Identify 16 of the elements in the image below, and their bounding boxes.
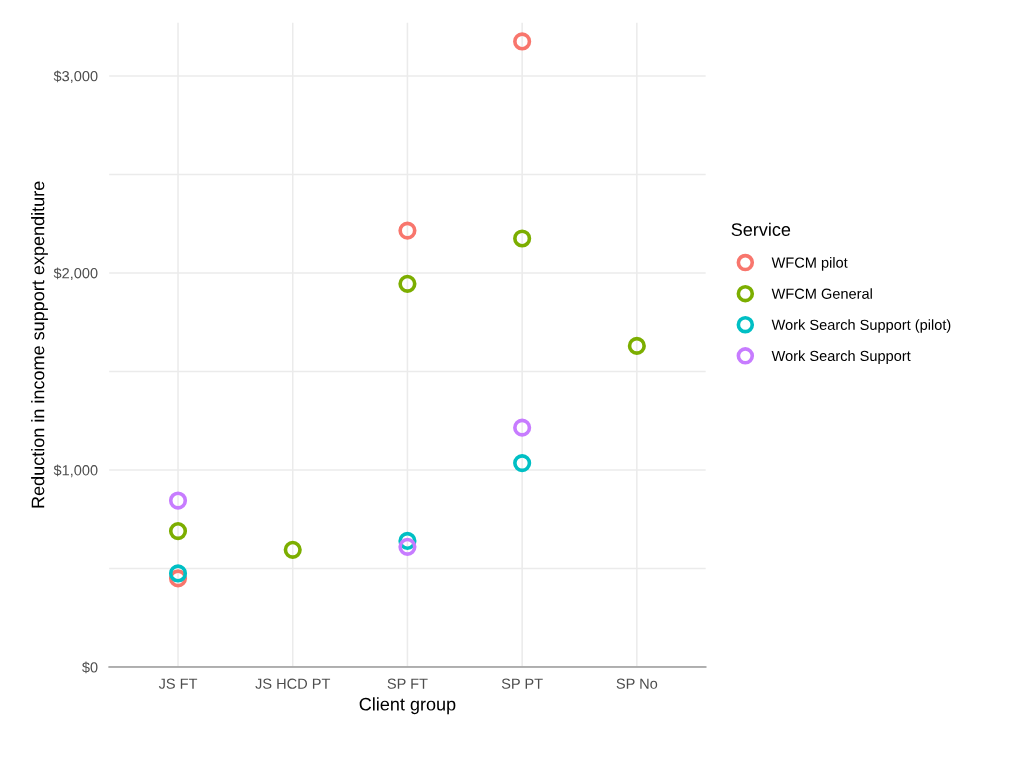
y-tick-label: $1,000 [53,464,98,478]
legend-title: Service [731,222,791,236]
y-tick-label: $0 [82,661,98,674]
x-tick-label: SP No [616,678,658,689]
y-axis-title: Reduction in income support expenditure [31,181,48,508]
legend-label: WFCM pilot [771,257,848,271]
legend-label: Work Search Support (pilot) [771,319,951,333]
legend-label: Work Search Support [771,350,911,364]
x-axis-title: Client group [359,697,456,715]
y-tick-label: $2,000 [53,267,98,281]
y-tick-label: $3,000 [53,70,98,84]
x-tick-label: JS HCD PT [255,678,331,689]
legend-label: WFCM General [771,288,872,299]
x-tick-label: SP FT [387,678,428,689]
x-tick-label: JS FT [158,678,198,689]
x-tick-label: SP PT [501,678,543,689]
